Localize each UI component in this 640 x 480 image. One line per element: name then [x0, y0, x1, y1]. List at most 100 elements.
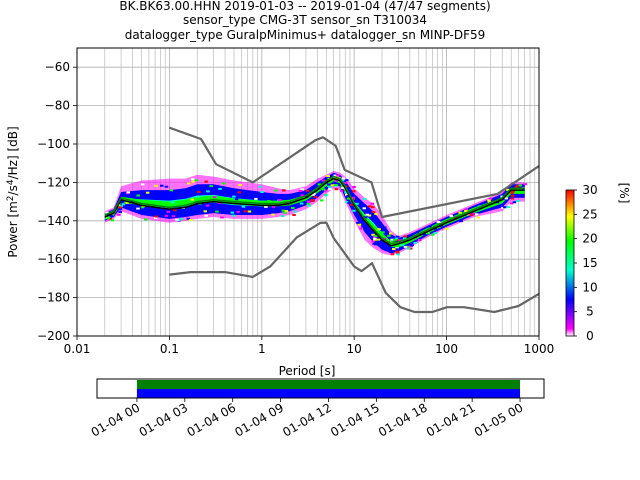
density-cell: [208, 210, 212, 213]
density-cell: [417, 239, 422, 241]
density-cell: [351, 198, 355, 201]
density-cell: [362, 207, 366, 210]
density-cell: [487, 199, 491, 202]
density-cell: [351, 196, 355, 199]
timeline-tick-label: 01-04 12: [280, 400, 334, 439]
density-cell: [271, 205, 276, 208]
density-cell: [436, 221, 441, 223]
density-cell: [394, 237, 399, 240]
density-cell: [371, 233, 375, 236]
density-cell: [247, 210, 252, 213]
density-cell: [390, 253, 395, 256]
density-cell: [518, 184, 523, 187]
density-cell: [230, 211, 234, 214]
x-axis-ticks: 0.01 0.1 1 10 100 1000: [64, 336, 554, 356]
density-cell: [136, 194, 140, 197]
density-cell: [327, 183, 331, 186]
coverage-bars: [136, 380, 521, 398]
density-cell: [153, 216, 158, 219]
timeline-tick-label: 01-04 18: [376, 400, 430, 439]
density-cell: [126, 191, 131, 194]
density-cell: [344, 191, 348, 194]
density-cell: [389, 249, 394, 252]
colorbar-tick-label: 25: [582, 207, 597, 221]
colorbar: 0 5 10 15 20 25 30 [%]: [565, 183, 631, 343]
density-cell: [171, 201, 175, 204]
y-axis-ticks: −200 −180 −160 −140 −120 −100 −80 −60: [37, 60, 77, 343]
density-cell: [373, 237, 377, 240]
density-cell: [334, 188, 338, 191]
density-cell: [298, 190, 303, 192]
density-cell: [109, 215, 114, 217]
density-cell: [328, 186, 332, 189]
density-cell: [374, 213, 378, 215]
density-cell: [458, 211, 462, 214]
density-cell: [444, 227, 449, 230]
colorbar-label: [%]: [617, 183, 631, 204]
density-cell: [118, 211, 122, 214]
density-cell: [323, 189, 328, 192]
timeline-frame: [96, 378, 545, 399]
series-line-mean: [104, 177, 525, 247]
density-cell: [284, 210, 289, 213]
density-cell: [232, 195, 236, 198]
density-cell: [374, 234, 378, 237]
density-cell: [326, 175, 330, 178]
density-cell: [254, 197, 258, 200]
density-cell: [119, 205, 123, 208]
y-tick-label: −60: [45, 60, 70, 74]
density-cell: [164, 185, 169, 188]
density-cell: [513, 190, 517, 193]
density-cell: [390, 250, 394, 253]
density-cell: [105, 211, 109, 214]
density-cell: [370, 202, 375, 205]
density-cell: [320, 199, 324, 202]
density-cell: [396, 238, 400, 241]
x-tick-label: 0.1: [160, 342, 179, 356]
density-cell: [203, 210, 207, 213]
density-cell: [422, 233, 426, 236]
density-cell: [459, 220, 463, 223]
density-cell: [510, 192, 514, 195]
density-cell: [196, 195, 200, 198]
density-cell: [402, 237, 407, 240]
density-cell: [125, 201, 129, 204]
density-cell: [341, 187, 345, 189]
colorbar-tick-label: 0: [586, 329, 594, 343]
density-cell: [136, 207, 140, 210]
density-cell: [341, 177, 346, 180]
density-cell: [117, 208, 122, 211]
density-cell: [392, 248, 396, 250]
density-cell: [171, 215, 176, 218]
density-cell: [371, 211, 376, 213]
density-cell: [177, 219, 181, 221]
y-axis-label: Power [m2/s4/Hz] [dB]: [6, 126, 20, 257]
density-cell: [357, 223, 362, 226]
density-cell: [508, 204, 512, 207]
density-cell: [476, 216, 480, 219]
density-cell: [191, 178, 195, 181]
series-line-noise-model-high: [169, 126, 539, 219]
density-cell: [395, 235, 400, 238]
timeline-tick-label: 01-04 06: [184, 400, 238, 439]
x-tick-label: 1: [258, 342, 266, 356]
y-tick-label: −180: [37, 291, 70, 305]
density-cell: [330, 184, 335, 187]
density-cell: [393, 238, 397, 241]
colorbar-tick-label: 20: [582, 232, 597, 246]
density-cell: [510, 197, 515, 200]
density-cell: [350, 203, 354, 206]
density-cell: [118, 206, 122, 209]
x-tick-label: 10: [347, 342, 362, 356]
density-cell: [307, 204, 311, 207]
density-cell: [514, 186, 519, 189]
density-cell: [154, 184, 158, 187]
density-cell: [154, 215, 159, 218]
density-cell: [345, 201, 349, 203]
density-cell: [274, 196, 279, 199]
timeline-tick-label: 01-04 03: [137, 400, 191, 439]
density-cell: [291, 207, 295, 209]
density-cell: [120, 201, 124, 204]
